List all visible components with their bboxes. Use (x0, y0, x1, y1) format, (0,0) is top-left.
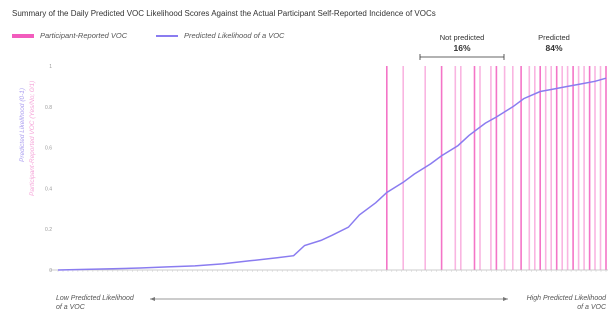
reported-voc-bar (572, 66, 574, 270)
not-predicted-bracket (419, 54, 505, 60)
reported-voc-bar (544, 66, 547, 270)
high-likelihood-line2: of a VOC (577, 303, 606, 311)
legend-swatch-predicted (156, 35, 178, 38)
y-tick-label: 0 (49, 268, 52, 274)
reported-voc-bar (528, 66, 531, 270)
reported-voc-bar (490, 66, 492, 270)
not-predicted-label: Not predicted (439, 33, 485, 42)
legend-item-reported: Participant-Reported VOC (12, 31, 127, 40)
reported-voc-bar (605, 66, 607, 270)
predicted-label: Predicted (538, 33, 570, 42)
reported-voc-bar (534, 66, 536, 270)
reported-voc-bar (588, 66, 591, 270)
not-predicted-annotation: Not predicted 16% (432, 33, 492, 53)
y-tick-label: 0.2 (45, 227, 52, 233)
reported-voc-bar (503, 66, 506, 270)
reported-voc-bar (460, 66, 462, 270)
low-likelihood-line2: of a VOC (56, 303, 85, 311)
reported-voc-bar (555, 66, 558, 270)
reported-voc-bar (561, 66, 563, 270)
reported-voc-bar (550, 66, 552, 270)
predicted-value: 84% (545, 43, 563, 53)
predicted-annotation: Predicted 84% (526, 33, 582, 53)
legend-label-predicted: Predicted Likelihood of a VOC (184, 31, 285, 40)
reported-voc-bar (566, 66, 569, 270)
legend-swatch-reported (12, 34, 34, 39)
reported-voc-bar (583, 66, 585, 270)
reported-voc-bar (512, 66, 514, 270)
y-tick-label: 0.6 (45, 146, 52, 152)
y-tick-label: 0.4 (45, 186, 52, 192)
reported-voc-bar (577, 66, 580, 270)
predicted-likelihood-line (57, 77, 607, 271)
reported-voc-bar (594, 66, 596, 270)
reported-voc-bar (520, 66, 522, 270)
reported-voc-bar (386, 66, 388, 270)
chart-title: Summary of the Daily Predicted VOC Likel… (12, 9, 436, 18)
y-tick-labels: 0 0.2 0.4 0.6 0.8 1 (45, 64, 52, 274)
x-tick-marks (57, 270, 607, 272)
legend-item-predicted: Predicted Likelihood of a VOC (156, 31, 284, 40)
low-high-arrow (150, 297, 508, 301)
reported-voc-bar (440, 66, 443, 270)
reported-voc-bar (599, 66, 602, 270)
reported-voc-bar (495, 66, 498, 270)
y-tick-label: 0.8 (45, 105, 52, 111)
reported-voc-bar (402, 66, 404, 270)
low-likelihood-note: Low Predicted Likelihood of a VOC (56, 295, 134, 313)
not-predicted-value: 16% (453, 43, 471, 53)
reported-voc-bars (386, 66, 607, 270)
reported-voc-bar (539, 66, 541, 270)
y-axis-label-predicted: Predicted Likelihood (0-1) (19, 87, 26, 162)
y-axis-label-reported: Participant-Reported VOC (Yes/No; 0/1) (29, 80, 36, 196)
legend-label-reported: Participant-Reported VOC (40, 31, 128, 40)
y-tick-label: 1 (49, 64, 52, 70)
high-likelihood-line1: High Predicted Likelihood (526, 295, 606, 302)
high-likelihood-note: High Predicted Likelihood of a VOC (512, 295, 606, 313)
reported-voc-bar (479, 66, 481, 270)
reported-voc-bar (454, 66, 457, 270)
low-likelihood-line1: Low Predicted Likelihood (56, 295, 134, 302)
reported-voc-bar (473, 66, 476, 270)
